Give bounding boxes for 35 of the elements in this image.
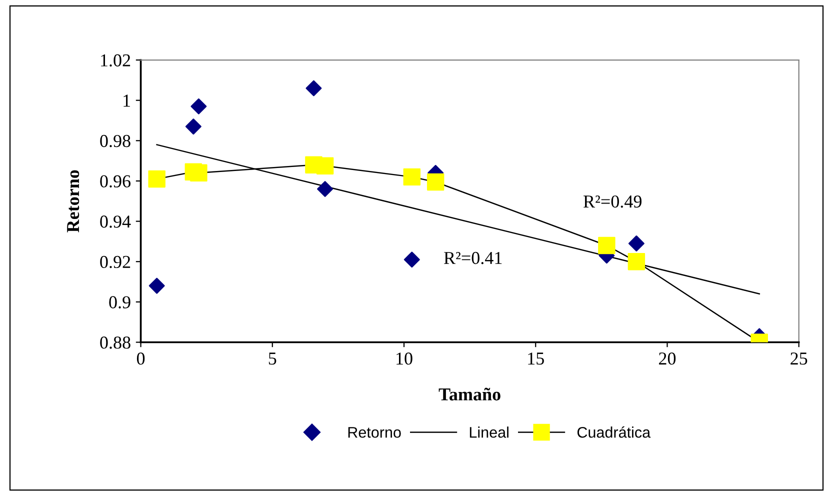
point [598,236,616,254]
y-tick-label: 0.88 [100,336,130,349]
annotation: R²=0.41 [444,252,502,264]
point [148,170,166,188]
point [628,252,646,270]
y-tick-label: 0.96 [100,175,131,188]
point [426,173,444,191]
y-tick-label: 0.98 [100,134,130,148]
x-tick-label: 20 [659,352,676,365]
point [628,235,644,252]
point [190,98,207,114]
point [148,278,165,294]
x-axis-title: Tamaño [438,388,500,400]
y-tick-label: 1 [124,94,130,107]
x-tick-label: 25 [790,352,808,365]
point [403,168,421,186]
x-tick-label: 0 [136,352,145,365]
legend-label: Cuadrática [577,426,651,438]
point [185,118,202,135]
x-tick-label: 10 [396,352,412,365]
point [306,80,322,96]
y-tick-label: 1.02 [101,54,130,67]
legend-label: Lineal [470,426,508,438]
y-tick-label: 0.94 [100,216,131,228]
annotation: R²=0.49 [584,195,642,208]
legend-label: Retorno [348,427,401,438]
point [190,164,208,182]
y-tick-label: 0.9 [109,296,130,308]
point [317,181,334,198]
point [316,157,334,174]
y-axis-title: Retorno [67,170,80,232]
y-tick-label: 0.92 [100,256,130,268]
x-tick-label: 15 [528,352,544,365]
point [404,252,420,268]
x-tick-label: 5 [268,352,276,365]
